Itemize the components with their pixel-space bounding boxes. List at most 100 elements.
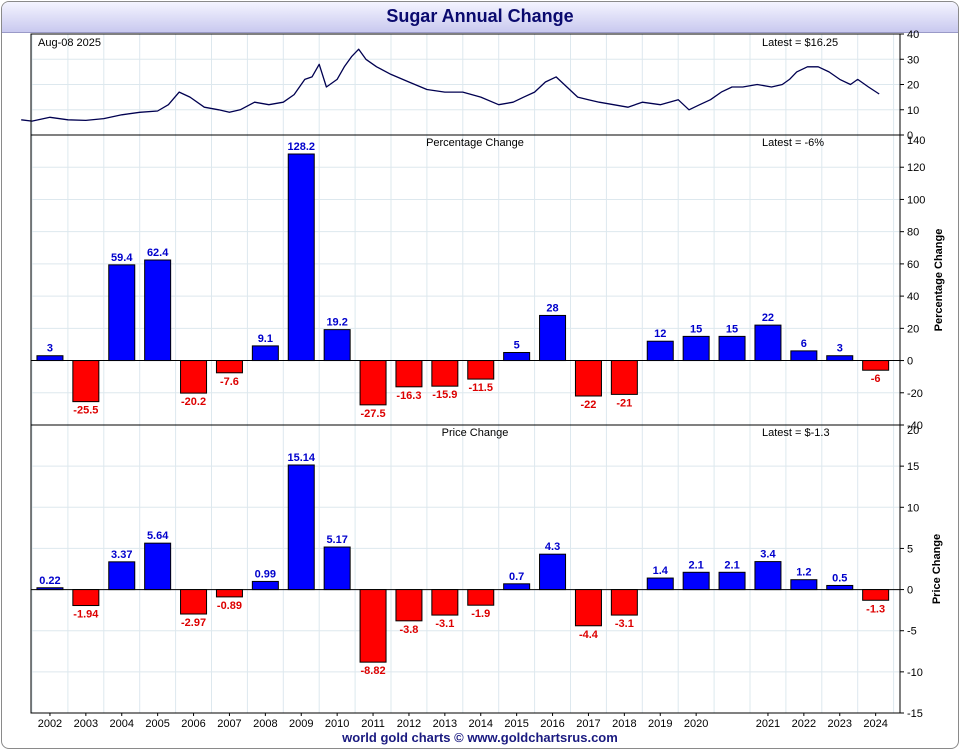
x-axis-year-label: 2002 — [38, 718, 62, 730]
percentage-change-tick-label: 140 — [907, 135, 925, 147]
percentage-change-tick-label: -40 — [907, 420, 923, 432]
price-change-bar — [467, 589, 495, 606]
percentage-change-bar — [682, 335, 710, 362]
price-change-data-label: 5.64 — [147, 530, 169, 542]
price-change-tick-label: 20 — [907, 425, 919, 437]
price-change-data-label: -3.8 — [399, 624, 418, 636]
x-axis-year-label: 2006 — [181, 718, 205, 730]
price-change-bar — [395, 589, 423, 622]
x-axis-year-label: 2003 — [74, 718, 98, 730]
price-change-bar — [359, 589, 387, 663]
percentage-change-data-label: 3 — [47, 343, 53, 355]
percentage-change-bar — [72, 360, 100, 403]
price-change-bar — [72, 589, 100, 607]
percentage-change-data-label: 28 — [546, 302, 558, 314]
x-axis-year-label: 2010 — [325, 718, 349, 730]
price-change-tick-label: 5 — [907, 543, 913, 555]
price-change-data-label: 15.14 — [287, 452, 315, 464]
price-change-tick-label: 15 — [907, 461, 919, 473]
x-axis-year-label: 2014 — [469, 718, 493, 730]
price-change-bar — [610, 589, 638, 616]
x-axis-year-label: 2009 — [289, 718, 313, 730]
percentage-change-bar — [503, 352, 531, 362]
percentage-change-bar — [431, 360, 459, 387]
title-bar: Sugar Annual Change — [2, 2, 958, 33]
x-axis-year-label: 2008 — [253, 718, 277, 730]
x-axis-year-label: 2012 — [397, 718, 421, 730]
price-history-tick-label: 10 — [907, 105, 919, 117]
price-change-data-label: 1.4 — [653, 565, 669, 577]
price-change-bar — [287, 464, 315, 591]
price-change-tick-label: 10 — [907, 502, 919, 514]
percentage-change-bar — [574, 360, 602, 397]
price-change-data-label: -2.97 — [181, 617, 206, 629]
price-change-title: Price Change — [442, 427, 509, 439]
percentage-change-bar — [144, 259, 172, 362]
price-change-data-label: 3.4 — [760, 549, 776, 561]
percentage-change-tick-label: 60 — [907, 259, 919, 271]
percentage-change-data-label: -20.2 — [181, 396, 206, 408]
percentage-change-bar — [251, 345, 279, 362]
percentage-change-data-label: -21 — [616, 397, 632, 409]
x-axis-year-label: 2007 — [217, 718, 241, 730]
percentage-change-bar — [862, 360, 890, 371]
x-axis-year-label: 2023 — [828, 718, 852, 730]
price-change-bar — [718, 571, 746, 591]
percentage-change-tick-label: 120 — [907, 162, 925, 174]
x-axis-year-label: 2005 — [145, 718, 169, 730]
price-change-data-label: -8.82 — [361, 665, 386, 677]
price-change-bar — [503, 583, 531, 591]
percentage-change-data-label: -25.5 — [73, 405, 98, 417]
price-change-data-label: -3.1 — [615, 618, 634, 630]
x-axis-year-label: 2021 — [756, 718, 780, 730]
price-change-bar — [539, 553, 567, 591]
date-label: Aug-08 2025 — [38, 37, 101, 49]
percentage-change-data-label: -11.5 — [469, 382, 493, 394]
percentage-change-bar — [180, 360, 208, 394]
price-change-bar — [826, 584, 854, 591]
percentage-change-tick-label: -20 — [907, 388, 923, 400]
price-change-bar — [36, 587, 64, 591]
price-change-bar — [574, 589, 602, 627]
price-change-data-label: -0.89 — [217, 600, 242, 612]
price-change-data-label: -1.9 — [471, 608, 490, 620]
price-change-bar — [790, 579, 818, 591]
latest-price-label: Latest = $16.25 — [762, 37, 838, 49]
percentage-change-data-label: -22 — [580, 399, 596, 411]
percentage-change-tick-label: 80 — [907, 227, 919, 239]
price-change-data-label: 0.22 — [39, 575, 60, 587]
percentage-change-bar — [790, 350, 818, 362]
price-change-data-label: -1.94 — [73, 609, 99, 621]
price-change-tick-label: 0 — [907, 585, 913, 597]
x-axis-year-label: 2020 — [684, 718, 708, 730]
percentage-change-data-label: -16.3 — [396, 390, 421, 402]
percentage-change-data-label: 15 — [726, 323, 738, 335]
price-change-bar — [431, 589, 459, 616]
percentage-change-data-label: 59.4 — [111, 252, 133, 264]
x-axis-year-label: 2015 — [504, 718, 528, 730]
percentage-change-data-label: 5 — [514, 340, 520, 352]
percentage-change-bar — [646, 340, 674, 362]
x-axis-year-label: 2022 — [792, 718, 816, 730]
price-change-tick-label: -10 — [907, 667, 923, 679]
price-change-data-label: -4.4 — [579, 629, 599, 641]
price-change-data-label: 2.1 — [689, 559, 704, 571]
price-change-data-label: 0.7 — [509, 571, 524, 583]
price-history-tick-label: 40 — [907, 29, 919, 41]
price-change-bar — [180, 589, 208, 615]
percentage-change-data-label: -6 — [871, 373, 881, 385]
x-axis-year-label: 2011 — [361, 718, 385, 730]
percentage-change-latest-label: Latest = -6% — [762, 137, 824, 149]
price-history-tick-label: 0 — [907, 130, 913, 142]
percentage-change-bar — [754, 324, 782, 362]
price-change-data-label: 0.5 — [832, 572, 847, 584]
price-change-data-label: -1.3 — [866, 603, 885, 615]
percentage-change-axis-label: Percentage Change — [933, 229, 945, 332]
x-axis-year-label: 2018 — [612, 718, 636, 730]
x-axis-year-label: 2013 — [433, 718, 457, 730]
price-change-bar — [144, 542, 172, 591]
price-change-data-label: 2.1 — [724, 559, 739, 571]
price-change-data-label: 5.17 — [326, 534, 347, 546]
price-change-data-label: -3.1 — [435, 618, 454, 630]
